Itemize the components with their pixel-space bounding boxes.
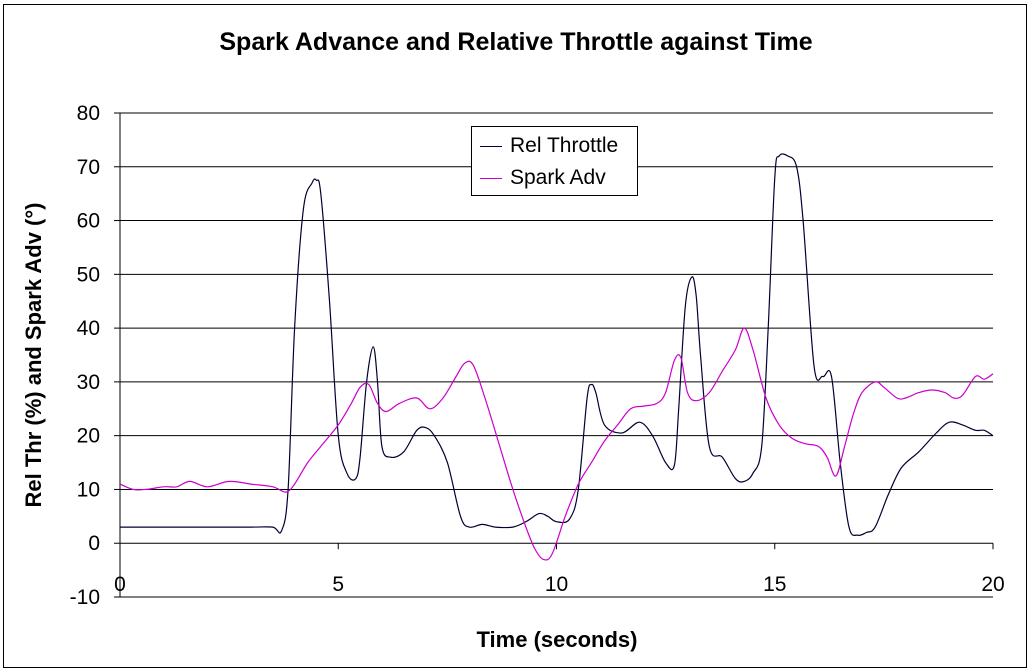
y-tick-label-10: 10	[77, 478, 100, 501]
y-tick-label-60: 60	[77, 210, 100, 233]
y-tick-label-40: 40	[77, 317, 100, 340]
y-tick-label--10: -10	[70, 586, 100, 609]
legend: Rel Throttle Spark Adv	[471, 126, 638, 196]
x-tick-label-15: 15	[763, 573, 786, 596]
series-lines	[119, 153, 994, 561]
y-axis-title: Rel Thr (%) and Spark Adv (°)	[21, 202, 46, 508]
legend-label-spark-adv: Spark Adv	[510, 166, 606, 189]
x-axis-title: Time (seconds)	[476, 627, 638, 652]
y-tick-label-0: 0	[88, 532, 100, 555]
legend-swatch-rel-throttle	[480, 145, 502, 147]
chart-frame	[3, 4, 1027, 668]
legend-item-rel-throttle: Rel Throttle	[480, 131, 618, 161]
y-tick-label-30: 30	[77, 371, 100, 394]
chart-title: Spark Advance and Relative Throttle agai…	[219, 28, 813, 56]
x-tick-label-10: 10	[545, 573, 568, 596]
y-tick-label-70: 70	[77, 156, 100, 179]
legend-label-rel-throttle: Rel Throttle	[510, 134, 619, 157]
legend-swatch-spark-adv	[480, 177, 502, 179]
y-tick-label-20: 20	[77, 425, 100, 448]
y-tick-label-50: 50	[77, 263, 100, 286]
tick-labels: -10 0 10 20 30 40 50 60 70 80 0 5 10 15 20	[70, 102, 1005, 609]
legend-item-spark-adv: Spark Adv	[480, 163, 606, 193]
x-tick-label-20: 20	[981, 573, 1004, 596]
series-line-spark-adv	[119, 327, 994, 561]
x-tick-label-0: 0	[114, 573, 126, 596]
y-tick-label-80: 80	[77, 102, 100, 125]
series-line-rel-throttle	[120, 153, 994, 537]
x-tick-label-5: 5	[332, 573, 344, 596]
